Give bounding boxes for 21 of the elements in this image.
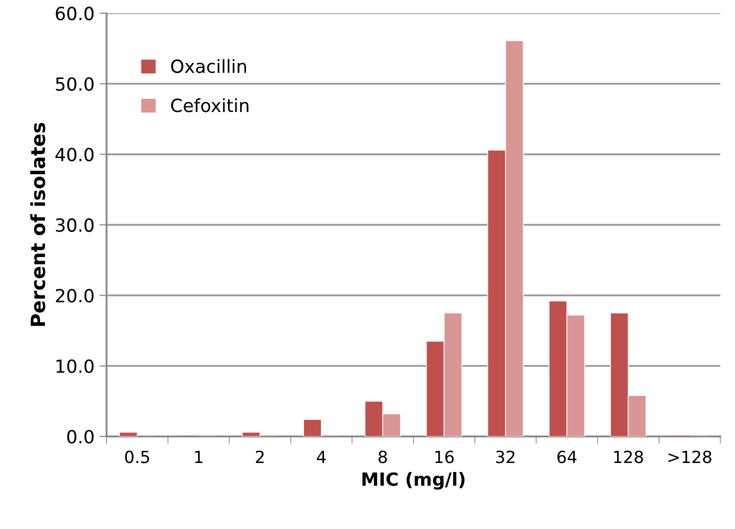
x-tick-label: 8 <box>378 450 387 464</box>
x-tick-label: 2 <box>256 450 264 463</box>
y-tick-label: 40.0 <box>55 148 94 162</box>
x-tick-label: 32 <box>496 450 514 464</box>
y-tick-label: 20.0 <box>56 288 94 302</box>
legend-label: Oxacillin <box>171 59 246 74</box>
y-tick-label: 30.0 <box>56 218 94 232</box>
x-axis-title: MIC (mg/l) <box>362 472 465 490</box>
x-tick-label: 0.5 <box>125 450 150 464</box>
y-tick-label: 50.0 <box>56 77 94 91</box>
x-tick-label: 1 <box>195 450 202 463</box>
x-tick-label: >128 <box>668 450 712 464</box>
x-tick-label: 4 <box>316 450 326 463</box>
y-axis-title: Percent of isolates <box>30 122 46 326</box>
y-tick-label: 10.0 <box>56 359 94 374</box>
y-tick-label: 0.0 <box>67 430 94 444</box>
x-tick-label: 128 <box>614 450 644 464</box>
y-tick-label: 60.0 <box>56 6 94 20</box>
legend-label: Cefoxitin <box>171 98 248 112</box>
x-tick-label: 16 <box>435 450 454 464</box>
x-tick-label: 64 <box>557 450 577 464</box>
